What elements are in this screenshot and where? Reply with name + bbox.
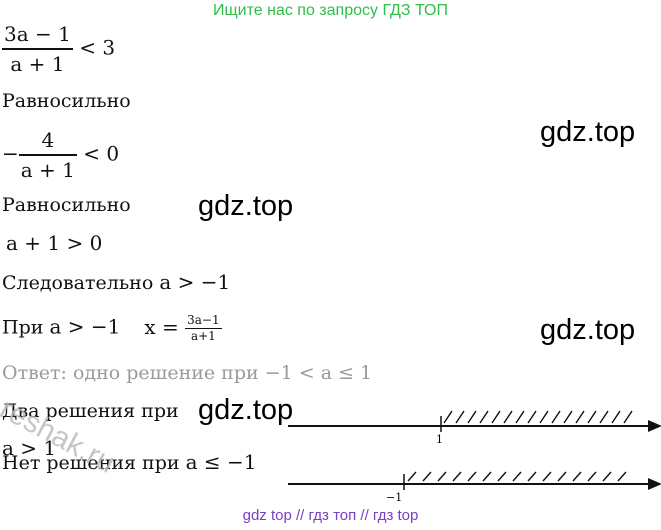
gdz-watermark: gdz.top <box>540 314 636 346</box>
hatch-stroke <box>602 471 612 482</box>
x-fraction: 3a−1 a+1 <box>185 313 222 343</box>
footer-links: gdz top // гдз топ // гдз top <box>242 507 419 524</box>
hatch-stroke <box>572 471 582 482</box>
hatch-stroke <box>437 471 447 482</box>
fraction-2-denominator: a + 1 <box>20 157 75 182</box>
hatch-stroke <box>515 410 525 424</box>
arrow-head-icon <box>648 478 661 490</box>
hatch-stroke <box>563 410 573 424</box>
number-line-2: −1 <box>288 471 661 504</box>
no-solutions-condition: a ≤ −1 <box>185 450 257 474</box>
when-text: При <box>2 316 50 339</box>
fraction-bar <box>18 154 77 156</box>
hatch-stroke <box>491 410 501 424</box>
inequality-1-rhs: < 3 <box>72 35 116 60</box>
fraction-1-numerator: 3a − 1 <box>4 22 71 46</box>
number-line-1: 1 <box>288 410 661 446</box>
two-solutions-condition: a > 1 <box>2 436 57 460</box>
hatch-stroke <box>479 410 489 424</box>
conclusion-math: a > −1 <box>159 270 231 294</box>
search-banner: Ищите нас по запросу ГДЗ ТОП <box>213 2 448 19</box>
when-math: a > −1 <box>49 314 121 339</box>
fraction-2: 4 a + 1 <box>18 128 77 182</box>
hatch-stroke <box>587 410 597 424</box>
no-solutions-text: Нет решения при <box>2 452 186 474</box>
hatch-stroke <box>599 410 609 424</box>
hatch-stroke <box>512 471 522 482</box>
inequality-3: a + 1 > 0 <box>6 231 103 255</box>
hatch-stroke <box>443 410 453 424</box>
x-equals: x = <box>144 314 186 339</box>
hatch-stroke <box>497 471 507 482</box>
hatch-stroke <box>551 410 561 424</box>
x-fraction-denominator: a+1 <box>190 329 216 343</box>
hatch-stroke <box>407 471 417 482</box>
conclusion-text: Следовательно <box>2 272 160 294</box>
gdz-watermark: gdz.top <box>198 394 294 426</box>
hatch-stroke <box>422 471 432 482</box>
hatch-region <box>443 410 633 424</box>
inequality-2: − 4 a + 1 < 0 <box>2 128 119 182</box>
hatch-stroke <box>527 410 537 424</box>
x-fraction-numerator: 3a−1 <box>187 313 220 327</box>
hatch-stroke <box>527 471 537 482</box>
hatch-stroke <box>617 471 627 482</box>
fraction-bar <box>185 328 222 329</box>
fraction-bar <box>2 48 73 50</box>
hatch-stroke <box>575 410 585 424</box>
hatch-stroke <box>482 471 492 482</box>
gdz-watermark: gdz.top <box>540 116 636 148</box>
hatch-stroke <box>539 410 549 424</box>
inequality-2-rhs: < 0 <box>76 141 120 166</box>
inequality-1: 3a − 1 a + 1 < 3 <box>2 22 115 76</box>
hatch-stroke <box>503 410 513 424</box>
equivalent-label-1: Равносильно <box>2 90 131 112</box>
hatch-stroke <box>587 471 597 482</box>
hatch-stroke <box>452 471 462 482</box>
hatch-stroke <box>542 471 552 482</box>
no-solutions-line: Нет решения при a ≤ −1 <box>2 450 256 474</box>
two-solutions-text: Два решения при <box>2 400 179 422</box>
hatch-stroke <box>623 410 633 424</box>
hatch-stroke <box>557 471 567 482</box>
answer-line: Ответ: одно решение при −1 < a ≤ 1 <box>2 362 373 384</box>
arrow-head-icon <box>648 420 661 432</box>
conclusion-line: Следовательно a > −1 <box>2 270 230 294</box>
hatch-stroke <box>467 471 477 482</box>
fraction-1: 3a − 1 a + 1 <box>2 22 73 76</box>
hatch-stroke <box>467 410 477 424</box>
hatch-region <box>407 471 627 482</box>
equivalent-label-2: Равносильно <box>2 194 131 216</box>
tick-label: 1 <box>436 433 443 446</box>
minus-sign: − <box>2 141 19 166</box>
gdz-watermark: gdz.top <box>198 190 294 222</box>
fraction-1-denominator: a + 1 <box>10 51 65 76</box>
hatch-stroke <box>455 410 465 424</box>
hatch-stroke <box>611 410 621 424</box>
x-expression-line: При a > −1 x = 3a−1 a+1 <box>2 314 222 343</box>
fraction-2-numerator: 4 <box>41 128 55 152</box>
tick-label: −1 <box>386 491 402 504</box>
